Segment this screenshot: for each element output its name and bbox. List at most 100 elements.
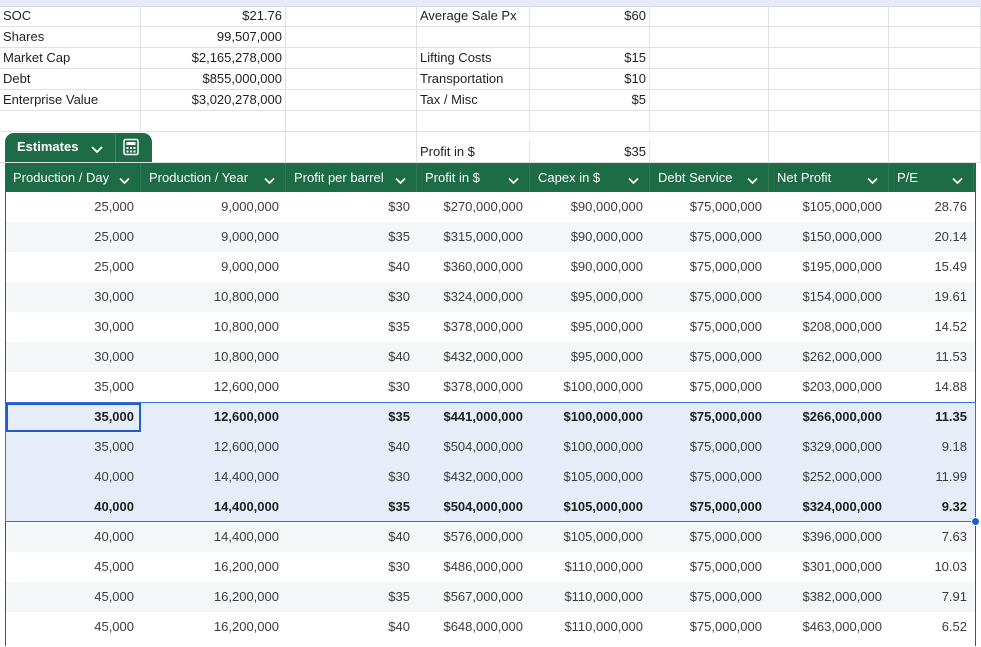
grid-cell[interactable]: Lifting Costs bbox=[417, 48, 530, 69]
table-cell[interactable]: $75,000,000 bbox=[689, 319, 762, 334]
table-cell[interactable]: $252,000,000 bbox=[802, 469, 882, 484]
table-cell[interactable]: 40,000 bbox=[94, 529, 134, 544]
grid-cell[interactable] bbox=[286, 111, 417, 132]
grid-cell[interactable] bbox=[889, 132, 981, 163]
grid-cell[interactable] bbox=[650, 48, 769, 69]
table-cell[interactable]: 6.52 bbox=[941, 619, 967, 634]
table-cell[interactable]: $110,000,000 bbox=[564, 619, 643, 634]
table-cell[interactable]: $35 bbox=[388, 229, 410, 244]
table-cell[interactable]: $30 bbox=[388, 469, 410, 484]
table-cell[interactable]: $567,000,000 bbox=[443, 589, 523, 604]
table-cell[interactable]: $95,000,000 bbox=[570, 349, 643, 364]
grid-cell[interactable] bbox=[141, 111, 286, 132]
table-cell[interactable]: 9.32 bbox=[941, 499, 967, 514]
grid-cell[interactable] bbox=[769, 90, 889, 111]
table-cell[interactable]: $432,000,000 bbox=[443, 469, 523, 484]
grid-cell[interactable] bbox=[650, 6, 769, 27]
table-cell[interactable]: 30,000 bbox=[94, 319, 134, 334]
table-cell[interactable]: 16,200,000 bbox=[213, 589, 279, 604]
table-row[interactable]: 35,000 12,600,000 $30 $378,000,000 $100,000,… bbox=[6, 372, 975, 402]
header-pe[interactable]: P/E bbox=[889, 163, 974, 192]
table-cell[interactable]: $30 bbox=[388, 559, 410, 574]
table-row[interactable]: 45,000 16,200,000 $35 $567,000,000 $110,000,… bbox=[6, 582, 975, 612]
grid-cell[interactable] bbox=[417, 27, 530, 48]
table-cell[interactable]: $35 bbox=[388, 499, 410, 514]
table-cell[interactable]: 25,000 bbox=[94, 259, 134, 274]
table-cell[interactable]: 14.88 bbox=[934, 379, 967, 394]
table-cell[interactable]: 11.99 bbox=[935, 469, 967, 484]
table-cell[interactable]: 9,000,000 bbox=[221, 259, 279, 274]
table-cell[interactable]: $382,000,000 bbox=[802, 589, 882, 604]
table-row[interactable]: 25,000 9,000,000 $30 $270,000,000 $90,000,00… bbox=[6, 192, 975, 222]
table-row[interactable]: 40,000 14,400,000 $30 $432,000,000 $105,000,… bbox=[6, 462, 975, 492]
table-cell[interactable]: $262,000,000 bbox=[802, 349, 882, 364]
table-cell[interactable]: $30 bbox=[388, 199, 410, 214]
grid-cell[interactable]: $2,165,278,000 bbox=[141, 48, 286, 69]
table-cell[interactable]: 35,000 bbox=[94, 439, 134, 454]
table-cell[interactable]: $30 bbox=[388, 379, 410, 394]
chevron-down-icon[interactable] bbox=[628, 173, 639, 188]
table-cell[interactable]: 35,000 bbox=[94, 379, 134, 394]
grid-cell[interactable]: Tax / Misc bbox=[417, 90, 530, 111]
table-cell[interactable]: 9,000,000 bbox=[221, 199, 279, 214]
table-cell[interactable]: $150,000,000 bbox=[802, 229, 882, 244]
table-cell[interactable]: 10,800,000 bbox=[213, 319, 279, 334]
table-cell[interactable]: $95,000,000 bbox=[570, 289, 643, 304]
table-cell[interactable]: 40,000 bbox=[94, 499, 134, 514]
table-cell[interactable]: $100,000,000 bbox=[563, 439, 643, 454]
grid-cell[interactable] bbox=[889, 27, 981, 48]
table-cell[interactable]: $105,000,000 bbox=[563, 529, 643, 544]
table-cell[interactable]: $329,000,000 bbox=[802, 439, 882, 454]
table-cell[interactable]: 14,400,000 bbox=[213, 469, 279, 484]
table-cell[interactable]: $463,000,000 bbox=[802, 619, 882, 634]
table-cell[interactable]: $100,000,000 bbox=[563, 409, 643, 424]
table-cell[interactable]: $35 bbox=[388, 589, 410, 604]
table-cell[interactable]: 25,000 bbox=[94, 199, 134, 214]
grid-cell[interactable]: Shares bbox=[0, 27, 141, 48]
table-cell[interactable]: $105,000,000 bbox=[802, 199, 882, 214]
calculator-icon[interactable] bbox=[122, 138, 140, 159]
table-row[interactable]: 35,000 12,600,000 $35 $441,000,000 $100,000,… bbox=[6, 402, 975, 432]
fill-handle[interactable] bbox=[971, 517, 980, 526]
grid-cell[interactable] bbox=[286, 90, 417, 111]
chevron-down-icon[interactable] bbox=[119, 173, 130, 188]
table-cell[interactable]: 9,000,000 bbox=[221, 229, 279, 244]
table-row[interactable]: 40,000 14,400,000 $40 $576,000,000 $105,000,… bbox=[6, 522, 975, 552]
table-cell[interactable]: $378,000,000 bbox=[443, 379, 523, 394]
grid-cell[interactable] bbox=[286, 69, 417, 90]
header-production-day[interactable]: Production / Day bbox=[5, 163, 141, 192]
table-cell[interactable]: $208,000,000 bbox=[802, 319, 882, 334]
profit-value-cell[interactable]: $35 bbox=[530, 141, 650, 163]
table-cell[interactable]: $30 bbox=[388, 289, 410, 304]
table-cell[interactable]: $270,000,000 bbox=[443, 199, 523, 214]
header-profit-per-barrel[interactable]: Profit per barrel bbox=[286, 163, 417, 192]
header-debt-service[interactable]: Debt Service bbox=[650, 163, 769, 192]
table-cell[interactable]: $432,000,000 bbox=[443, 349, 523, 364]
grid-cell[interactable]: SOC bbox=[0, 6, 141, 27]
header-profit[interactable]: Profit in $ bbox=[417, 163, 530, 192]
chevron-down-icon[interactable] bbox=[747, 173, 758, 188]
table-cell[interactable]: $90,000,000 bbox=[570, 229, 643, 244]
table-cell[interactable]: $75,000,000 bbox=[689, 439, 762, 454]
table-cell[interactable]: $324,000,000 bbox=[802, 499, 882, 514]
chevron-down-icon[interactable] bbox=[91, 142, 103, 157]
table-cell[interactable]: 11.53 bbox=[935, 349, 967, 364]
table-cell[interactable]: $75,000,000 bbox=[689, 529, 762, 544]
table-tab-estimates[interactable]: Estimates bbox=[5, 133, 152, 162]
table-cell[interactable]: 11.35 bbox=[935, 409, 967, 424]
header-capex[interactable]: Capex in $ bbox=[530, 163, 650, 192]
table-cell[interactable]: 14,400,000 bbox=[213, 499, 279, 514]
table-cell[interactable]: $324,000,000 bbox=[443, 289, 523, 304]
grid-cell[interactable] bbox=[769, 132, 889, 163]
table-cell[interactable]: 45,000 bbox=[94, 559, 134, 574]
grid-cell[interactable] bbox=[286, 132, 417, 163]
table-cell[interactable]: $40 bbox=[388, 529, 410, 544]
grid-cell[interactable]: Enterprise Value bbox=[0, 90, 141, 111]
table-cell[interactable]: 12,600,000 bbox=[213, 409, 279, 424]
table-cell[interactable]: 30,000 bbox=[94, 349, 134, 364]
grid-cell[interactable] bbox=[769, 6, 889, 27]
table-cell[interactable]: $315,000,000 bbox=[443, 229, 523, 244]
grid-cell[interactable]: $15 bbox=[530, 48, 650, 69]
grid-cell[interactable] bbox=[286, 6, 417, 27]
grid-cell[interactable] bbox=[286, 27, 417, 48]
